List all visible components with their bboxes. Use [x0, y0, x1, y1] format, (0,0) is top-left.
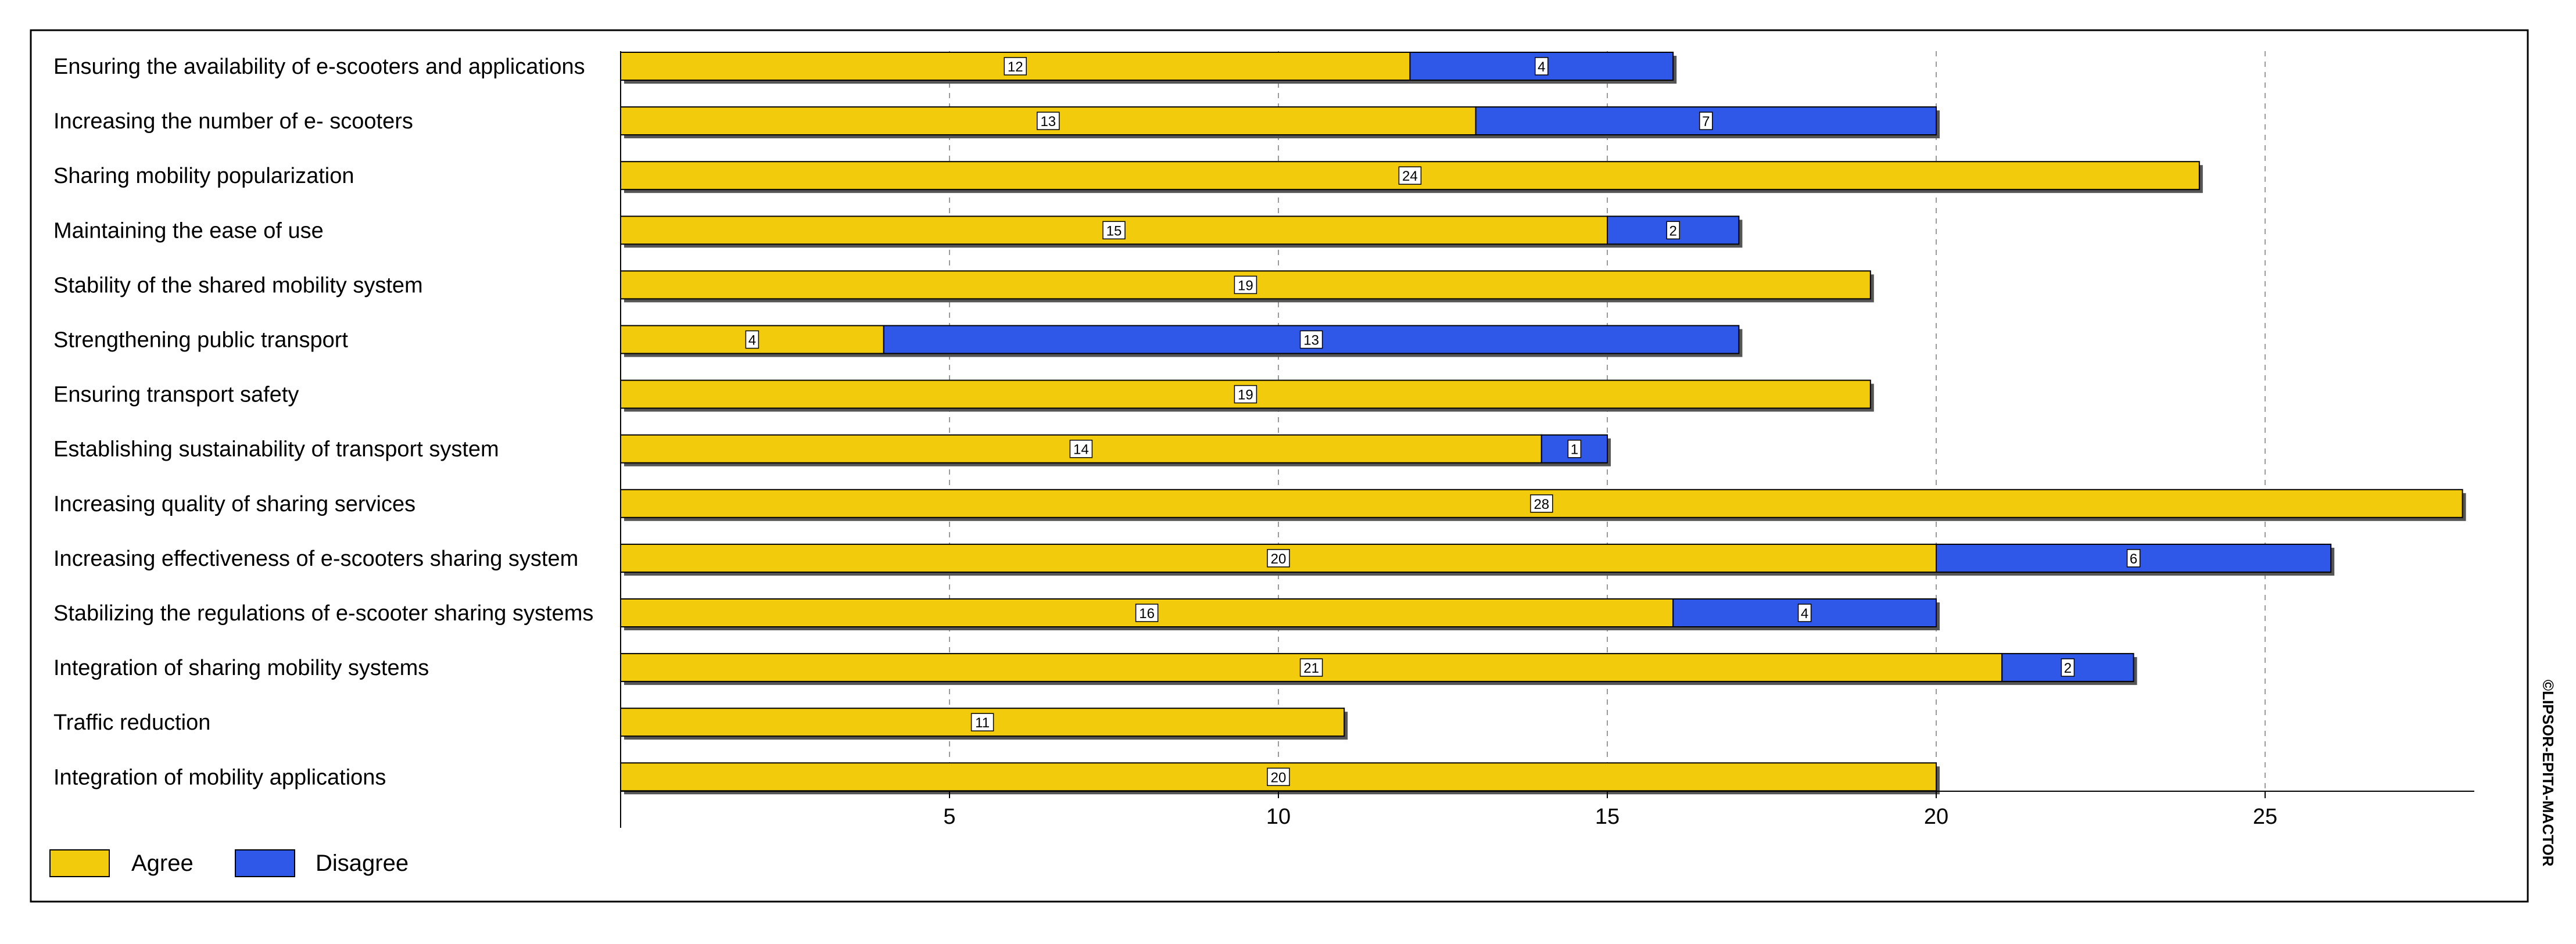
data-label-agree-14: 20	[1271, 770, 1287, 785]
x-tick-label-15: 15	[1595, 805, 1620, 829]
data-label-box	[1069, 439, 1093, 458]
data-label-agree-10: 20	[1271, 551, 1287, 567]
data-label-disagree-8: 1	[1571, 442, 1578, 458]
data-label-agree-13: 11	[975, 715, 990, 731]
data-label-box	[1797, 604, 1812, 622]
category-label-5: Stability of the shared mobility system	[53, 273, 423, 297]
category-label-4: Maintaining the ease of use	[53, 218, 324, 243]
bar-disagree-11	[1672, 598, 1937, 627]
data-label-agree-1: 12	[1008, 59, 1023, 75]
x-tick-label-20: 20	[1924, 805, 1948, 829]
category-label-7: Ensuring transport safety	[53, 383, 299, 407]
data-label-box	[1102, 221, 1126, 240]
x-axis: 5 10 15 20 25	[620, 51, 2474, 829]
data-label-box	[1530, 494, 1553, 513]
data-label-box	[745, 330, 759, 349]
data-label-agree-6: 4	[748, 333, 756, 349]
data-label-box	[1037, 112, 1060, 130]
category-label-8: Establishing sustainability of transport…	[53, 437, 499, 462]
category-label-9: Increasing quality of sharing services	[53, 492, 415, 516]
data-label-box	[1267, 767, 1290, 787]
data-label-agree-3: 24	[1402, 168, 1418, 184]
data-label-box	[1398, 166, 1422, 185]
data-label-box	[1234, 385, 1257, 404]
data-label-box	[1299, 330, 1323, 349]
data-label-agree-7: 19	[1238, 387, 1253, 403]
category-label-6: Strengthening public transport	[53, 328, 348, 353]
category-label-14: Integration of mobility applications	[53, 765, 386, 789]
data-label-disagree-1: 4	[1538, 59, 1545, 75]
category-label-11: Stabilizing the regulations of e-scooter…	[53, 601, 593, 626]
data-label-disagree-10: 6	[2130, 551, 2137, 567]
data-label-disagree-12: 2	[2064, 661, 2072, 676]
data-label-agree-2: 13	[1040, 114, 1056, 130]
watermark-text: ©LIPSOR-EPITA-MACTOR	[2539, 680, 2557, 867]
legend-swatch-disagree	[235, 849, 295, 877]
data-label-box	[1535, 57, 1549, 76]
data-label-box	[1004, 57, 1027, 76]
category-label-13: Traffic reduction	[53, 710, 210, 735]
legend-label-agree: Agree	[131, 850, 194, 876]
data-label-box	[2126, 549, 2141, 568]
legend-label-disagree: Disagree	[316, 850, 409, 876]
data-label-agree-8: 14	[1073, 442, 1089, 458]
data-label-box	[2061, 658, 2075, 677]
x-tick-label-10: 10	[1266, 805, 1291, 829]
grid-lines	[949, 51, 2266, 791]
x-tick-label-25: 25	[2253, 805, 2277, 829]
data-label-disagree-11: 4	[1801, 606, 1808, 622]
bar-agree-3	[620, 161, 2200, 191]
data-label-agree-12: 21	[1303, 661, 1319, 676]
data-label-box	[970, 713, 994, 731]
bar-agree-13	[620, 708, 1345, 737]
data-label-box	[1699, 112, 1713, 130]
category-label-10: Increasing effectiveness of e-scooters s…	[53, 547, 578, 571]
data-label-agree-11: 16	[1139, 606, 1155, 622]
bars-group: 12 4 13 7 24 15 2 19 4 13 19 14 1 28 20 6 16 4 21 2 11 20	[620, 52, 2466, 795]
category-labels: Ensuring the availability of e-scooters …	[53, 55, 593, 789]
data-label-box	[1234, 275, 1257, 295]
x-tick-label-5: 5	[943, 805, 955, 829]
data-label-box	[1666, 221, 1680, 240]
data-label-disagree-6: 13	[1303, 333, 1319, 349]
data-label-box	[1567, 439, 1582, 458]
legend-swatch-agree	[49, 849, 110, 877]
bar-agree-2	[620, 106, 1477, 136]
data-label-agree-9: 28	[1534, 497, 1549, 512]
category-label-12: Integration of sharing mobility systems	[53, 656, 429, 680]
data-label-disagree-2: 7	[1702, 114, 1710, 130]
category-label-1: Ensuring the availability of e-scooters …	[53, 55, 585, 79]
data-label-box	[1299, 658, 1323, 677]
data-label-agree-5: 19	[1238, 278, 1253, 293]
bar-disagree-1	[1409, 52, 1674, 81]
legend: Agree Disagree	[49, 849, 409, 877]
category-label-3: Sharing mobility popularization	[53, 164, 354, 188]
data-label-box	[1267, 549, 1290, 568]
data-label-disagree-4: 2	[1669, 223, 1677, 239]
category-label-2: Increasing the number of e- scooters	[53, 109, 413, 134]
data-label-box	[1135, 604, 1159, 622]
data-label-agree-4: 15	[1106, 223, 1122, 239]
